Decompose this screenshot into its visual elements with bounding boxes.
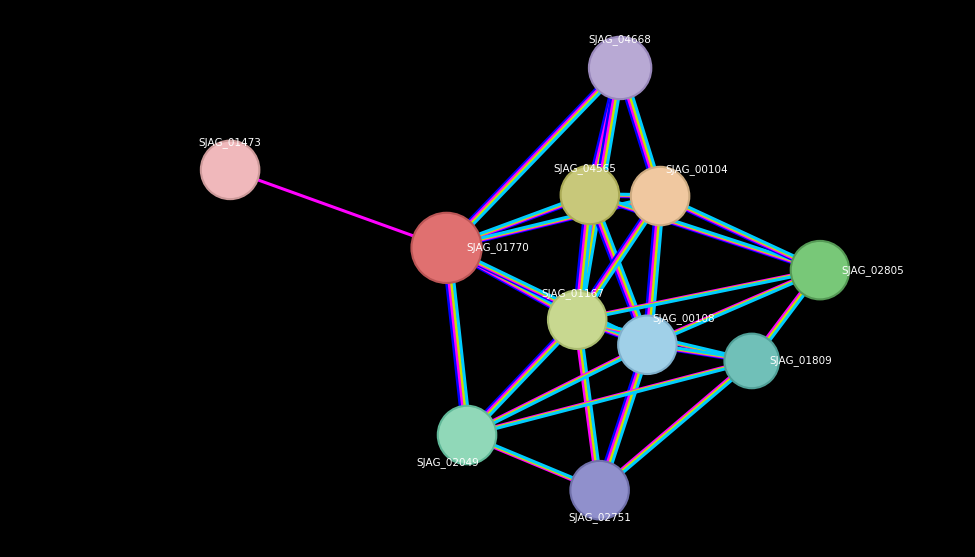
Text: SJAG_02805: SJAG_02805 [841, 265, 904, 276]
Ellipse shape [724, 334, 779, 388]
Text: SJAG_04668: SJAG_04668 [589, 33, 651, 45]
Ellipse shape [561, 165, 619, 224]
Ellipse shape [589, 37, 651, 99]
Ellipse shape [791, 241, 849, 300]
Text: SJAG_01473: SJAG_01473 [199, 136, 261, 148]
Text: SJAG_00104: SJAG_00104 [665, 164, 727, 175]
Ellipse shape [631, 167, 689, 226]
Ellipse shape [438, 405, 496, 465]
Ellipse shape [618, 315, 677, 374]
Text: SJAG_00108: SJAG_00108 [652, 312, 715, 324]
Text: SJAG_01167: SJAG_01167 [541, 287, 604, 299]
Text: SJAG_02049: SJAG_02049 [416, 457, 479, 468]
Text: SJAG_01809: SJAG_01809 [769, 355, 832, 367]
Text: SJAG_02751: SJAG_02751 [568, 512, 631, 524]
Ellipse shape [548, 290, 606, 349]
Text: SJAG_01770: SJAG_01770 [466, 242, 528, 253]
Ellipse shape [570, 461, 629, 520]
Ellipse shape [201, 140, 259, 199]
Text: SJAG_04565: SJAG_04565 [554, 163, 616, 174]
Ellipse shape [411, 213, 482, 283]
